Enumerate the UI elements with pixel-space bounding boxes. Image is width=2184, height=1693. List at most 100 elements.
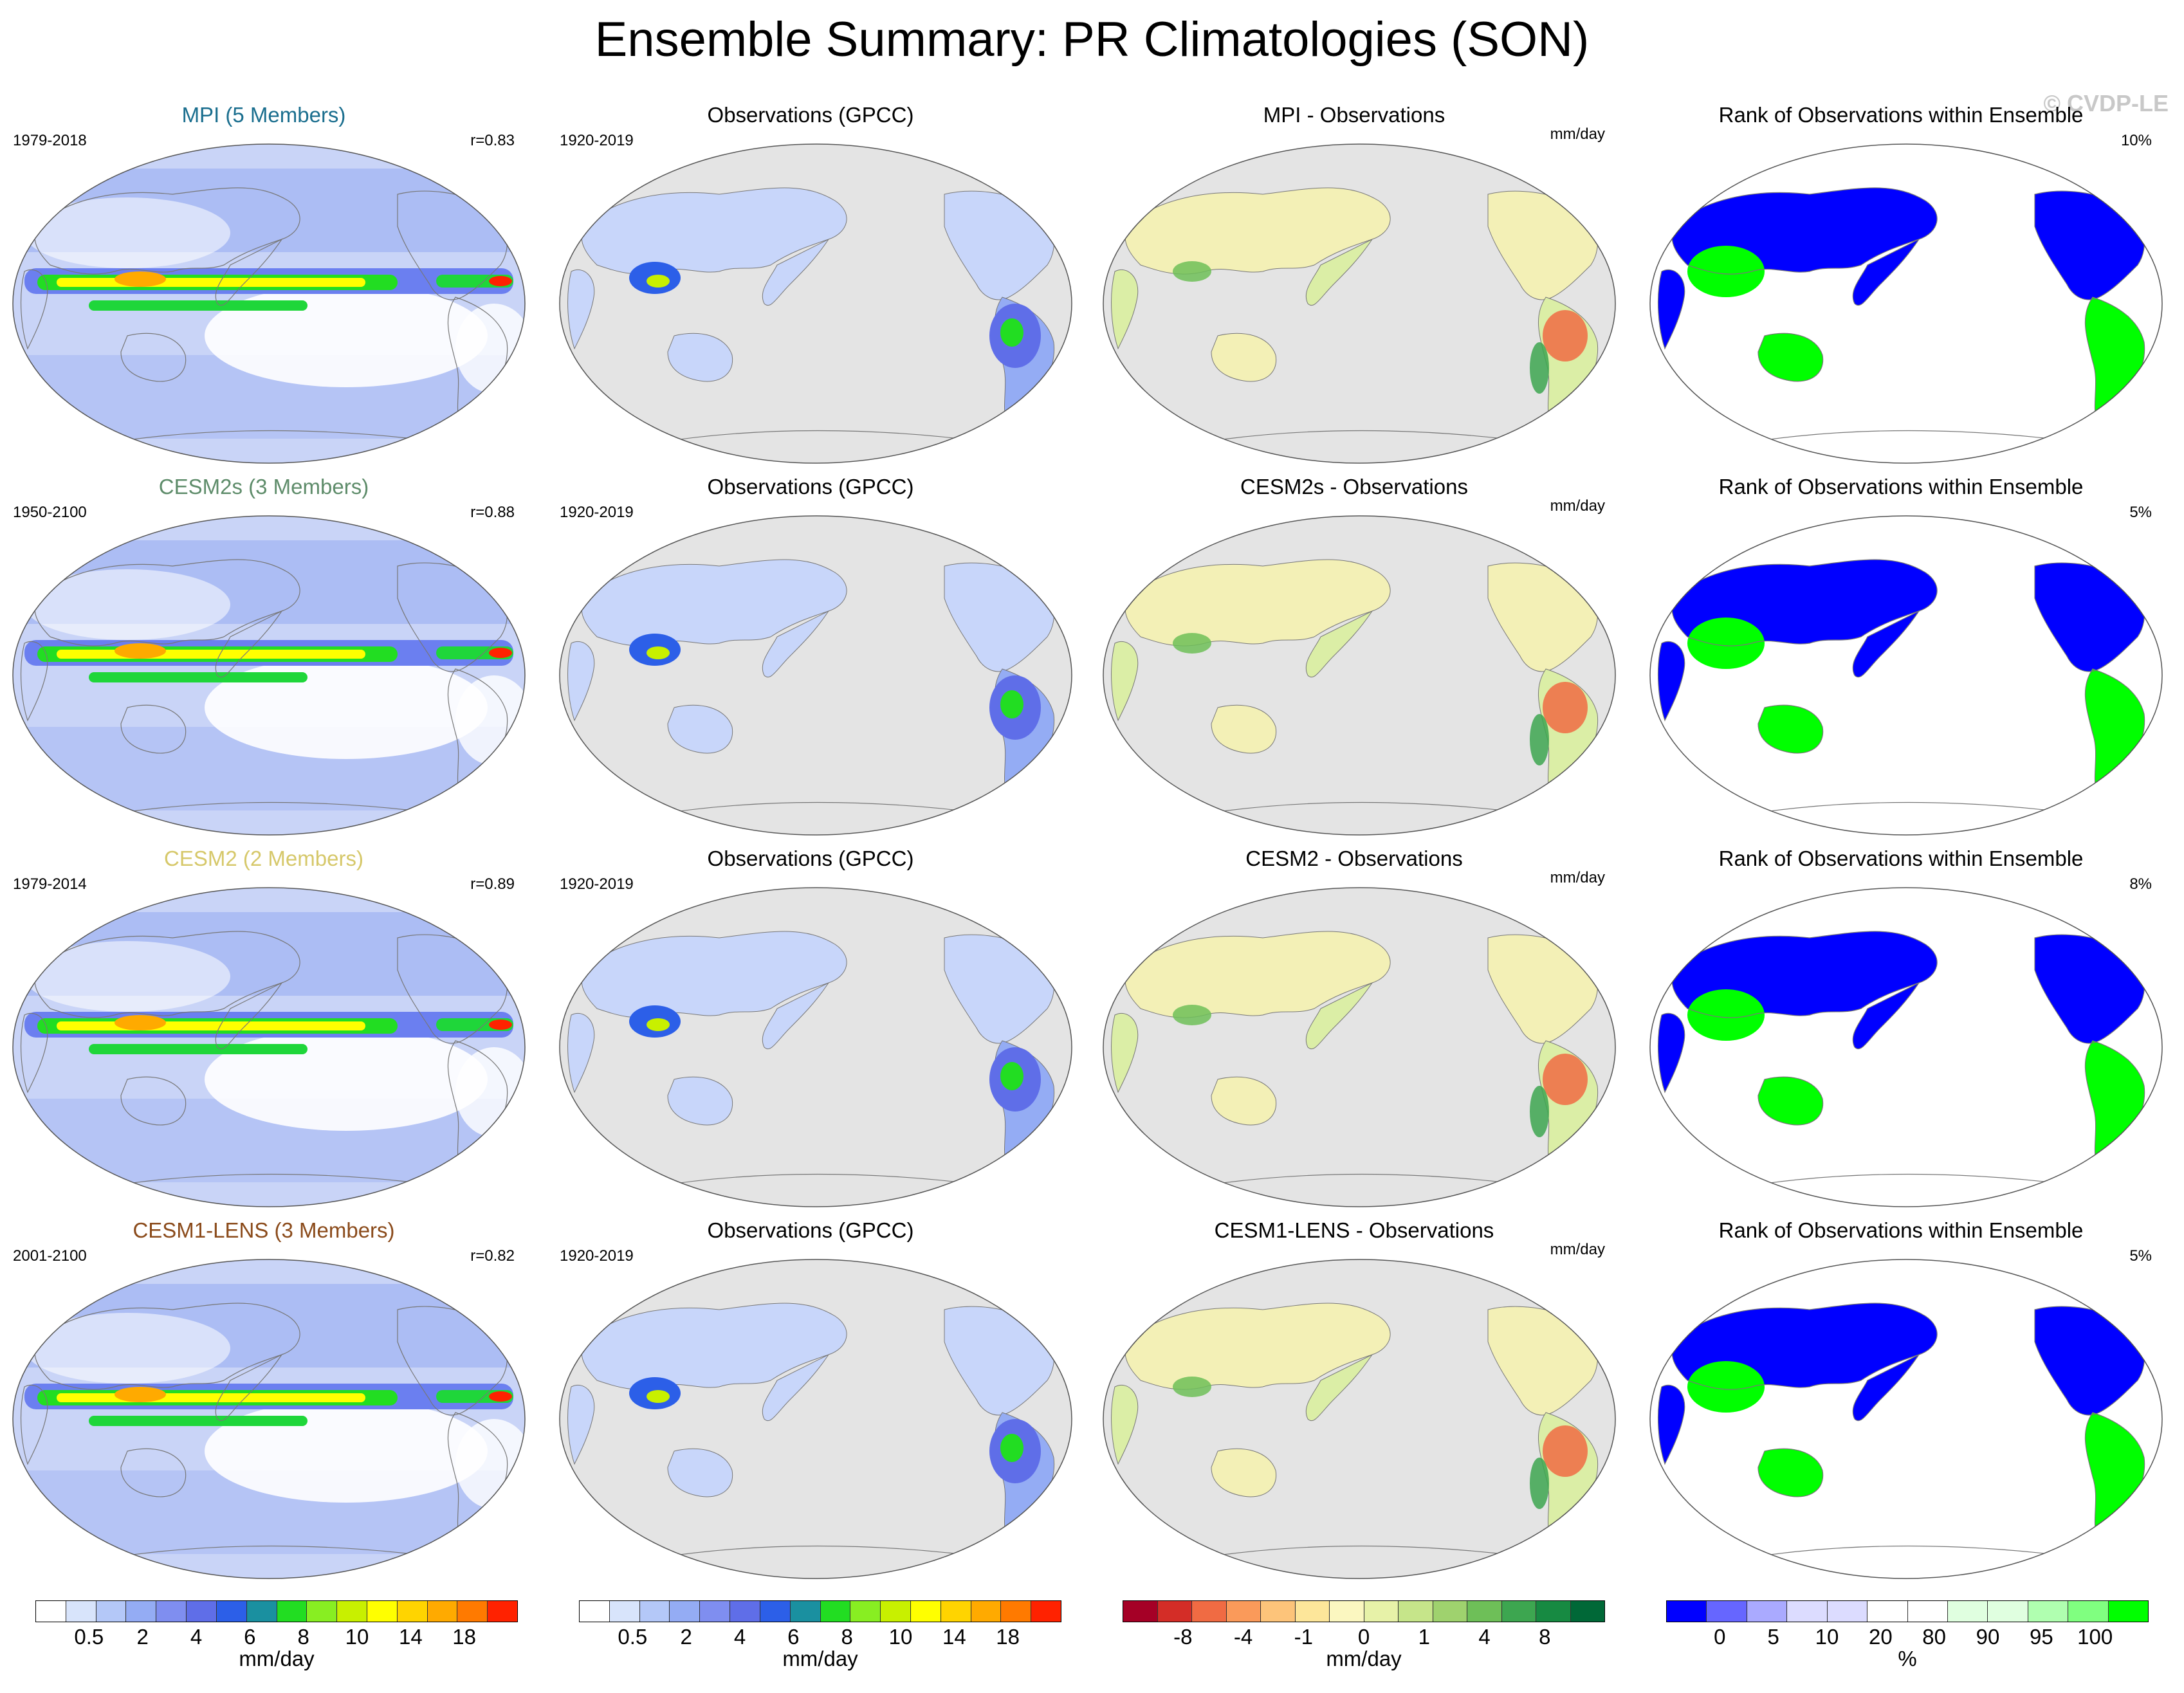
- model-years: 2001-2100: [13, 1247, 87, 1265]
- colorbar-swatch: [1001, 1601, 1032, 1622]
- colorbar-swatch: [820, 1601, 851, 1622]
- colorbar-tick-label: 95: [2029, 1625, 2053, 1649]
- colorbar-tick-label: 8: [297, 1625, 309, 1649]
- panel-obs-row2: Observations (GPCC) 1920-2019: [547, 475, 1074, 841]
- model-years: 1979-2014: [13, 875, 87, 893]
- model-years: 1950-2100: [13, 504, 87, 521]
- colorbar-swatch: [2028, 1601, 2069, 1622]
- panel-model-row1: MPI (5 Members) 1979-2018 r=0.83: [0, 103, 528, 470]
- colorbar-swatch: [790, 1601, 821, 1622]
- colorbar-swatch: [1433, 1601, 1467, 1622]
- map-obs: [559, 887, 1072, 1207]
- colorbar-swatch: [36, 1601, 66, 1622]
- colorbar-swatch: [1536, 1601, 1571, 1622]
- colorbar-swatch: [457, 1601, 488, 1622]
- colorbar-tick-label: -4: [1233, 1625, 1253, 1649]
- copyright-watermark: © CVDP-LE: [2043, 90, 2169, 116]
- pattern-correlation: r=0.88: [470, 504, 515, 521]
- colorbar-swatch: [1123, 1601, 1158, 1622]
- diff-title: CESM2 - Observations: [1245, 846, 1463, 870]
- panel-obs-row4: Observations (GPCC) 1920-2019: [547, 1218, 1074, 1585]
- colorbar-tick-label: 0.5: [74, 1625, 104, 1649]
- map-obs: [559, 515, 1072, 836]
- panel-rank-row1: Rank of Observations within Ensemble 10%: [1637, 103, 2165, 470]
- diff-title: CESM1-LENS - Observations: [1214, 1218, 1494, 1242]
- colorbar-1: 0.5 2 4 6 8 10 14 18 mm/day: [35, 1600, 518, 1671]
- colorbar-swatch: [1157, 1601, 1192, 1622]
- colorbar-swatch: [609, 1601, 640, 1622]
- map-diff: [1103, 1259, 1616, 1579]
- colorbar-swatch: [580, 1601, 610, 1622]
- map-obs: [559, 143, 1072, 464]
- obs-years: 1920-2019: [560, 504, 634, 521]
- model-title: MPI (5 Members): [181, 103, 346, 127]
- colorbar-tick-label: 10: [345, 1625, 369, 1649]
- obs-years: 1920-2019: [560, 132, 634, 149]
- colorbar-swatch: [700, 1601, 731, 1622]
- colorbar-tick-label: 6: [244, 1625, 256, 1649]
- colorbar-swatch: [367, 1601, 398, 1622]
- diff-unit: mm/day: [1550, 497, 1605, 515]
- colorbar-swatch: [1501, 1601, 1536, 1622]
- colorbar-tick-label: 20: [1868, 1625, 1893, 1649]
- colorbar-tick-label: 2: [136, 1625, 149, 1649]
- colorbar-swatch: [488, 1601, 517, 1622]
- colorbar-swatch: [66, 1601, 96, 1622]
- model-years: 1979-2018: [13, 132, 87, 149]
- colorbar-3: -8 -4 -1 0 1 4 8 mm/day: [1123, 1600, 1605, 1671]
- colorbar-swatch: [96, 1601, 127, 1622]
- diff-unit: mm/day: [1550, 125, 1605, 143]
- colorbar-tick-label: -8: [1173, 1625, 1193, 1649]
- colorbar-unit: mm/day: [1326, 1647, 1402, 1670]
- map-model: [12, 887, 526, 1207]
- colorbar-tick-label: 8: [1539, 1625, 1551, 1649]
- figure-title: Ensemble Summary: PR Climatologies (SON): [594, 12, 1590, 67]
- colorbar-swatch: [187, 1601, 217, 1622]
- colorbar-tick-label: 18: [452, 1625, 477, 1649]
- colorbar-swatch: [850, 1601, 881, 1622]
- colorbar-tick-label: 8: [841, 1625, 853, 1649]
- colorbar-swatch: [1907, 1601, 1948, 1622]
- colorbar-swatch: [1330, 1601, 1364, 1622]
- colorbar-swatch: [1988, 1601, 2028, 1622]
- rank-title: Rank of Observations within Ensemble: [1718, 475, 2084, 499]
- panel-diff-row4: CESM1-LENS - Observations mm/day: [1090, 1218, 1618, 1585]
- colorbar-swatch: [427, 1601, 458, 1622]
- colorbar-tick-label: 4: [733, 1625, 746, 1649]
- pattern-correlation: r=0.82: [470, 1247, 515, 1265]
- colorbar-swatch: [881, 1601, 911, 1622]
- colorbar-tick-label: 14: [942, 1625, 966, 1649]
- colorbar-tick-label: 18: [996, 1625, 1020, 1649]
- colorbar-tick-label: 10: [1815, 1625, 1839, 1649]
- colorbar-swatch: [1570, 1601, 1604, 1622]
- panel-model-row3: CESM2 (2 Members) 1979-2014 r=0.89: [0, 846, 528, 1213]
- colorbar-tick-label: 6: [787, 1625, 800, 1649]
- map-diff: [1103, 515, 1616, 836]
- colorbar-swatch: [397, 1601, 428, 1622]
- colorbar-swatch: [1295, 1601, 1330, 1622]
- colorbar-swatch: [1364, 1601, 1399, 1622]
- model-title: CESM2s (3 Members): [158, 475, 369, 499]
- colorbar-swatch: [1787, 1601, 1828, 1622]
- colorbar-swatch: [971, 1601, 1002, 1622]
- map-model: [12, 515, 526, 836]
- map-rank: [1649, 887, 2163, 1207]
- map-rank: [1649, 1259, 2163, 1579]
- colorbar-tick-label: 4: [1478, 1625, 1491, 1649]
- diff-title: CESM2s - Observations: [1240, 475, 1468, 499]
- colorbar-unit: mm/day: [782, 1647, 858, 1670]
- colorbar-tick-label: 14: [398, 1625, 423, 1649]
- colorbar-tick-label: 0: [1714, 1625, 1726, 1649]
- diff-title: MPI - Observations: [1263, 103, 1445, 127]
- colorbar-swatch: [941, 1601, 971, 1622]
- panel-model-row4: CESM1-LENS (3 Members) 2001-2100 r=0.82: [0, 1218, 528, 1585]
- colorbar-swatch: [639, 1601, 670, 1622]
- colorbar-tick-label: 90: [1976, 1625, 2000, 1649]
- colorbar-tick-label: 10: [888, 1625, 913, 1649]
- rank-percent: 5%: [2129, 1247, 2152, 1265]
- obs-title: Observations (GPCC): [707, 846, 914, 870]
- rank-percent: 8%: [2129, 875, 2152, 893]
- model-title: CESM1-LENS (3 Members): [133, 1218, 395, 1242]
- colorbar-swatch: [307, 1601, 338, 1622]
- colorbar-swatch: [1947, 1601, 1988, 1622]
